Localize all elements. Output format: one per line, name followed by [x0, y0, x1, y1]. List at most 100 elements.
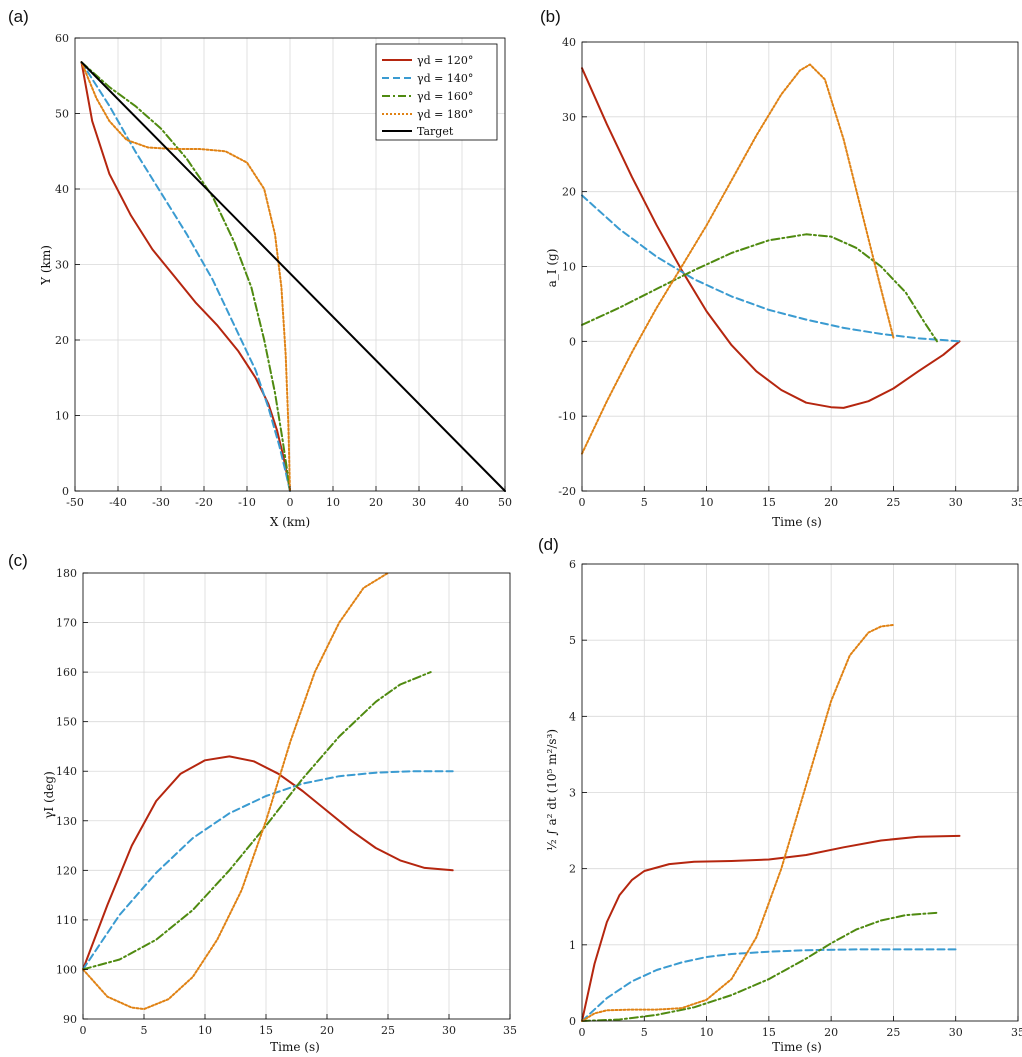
series-line-g160	[82, 671, 432, 971]
y-tick-label: 2	[569, 863, 576, 876]
panel-b-xticks: 0 5 10 15 20 25 30 35	[579, 486, 1022, 509]
y-tick-label: -10	[558, 410, 576, 423]
series-line-g120	[581, 67, 961, 409]
panel-c-yticks: 90 100 110 120 130 140 150 160 170 180	[56, 567, 88, 1026]
y-tick-label: 6	[569, 558, 576, 571]
x-tick-label: 0	[579, 1026, 586, 1039]
x-tick-label: 0	[80, 1024, 87, 1037]
y-tick-label: 60	[55, 32, 69, 45]
y-tick-label: 100	[56, 963, 77, 976]
x-tick-label: 10	[700, 496, 714, 509]
x-tick-label: 10	[198, 1024, 212, 1037]
y-tick-label: 140	[56, 765, 77, 778]
panel-label-d: (d)	[538, 535, 559, 554]
x-tick-label: 10	[326, 496, 340, 509]
panel-c-xlabel: Time (s)	[270, 1040, 320, 1054]
y-tick-label: 160	[56, 666, 77, 679]
x-tick-label: -50	[66, 496, 84, 509]
series-line-g180	[82, 572, 389, 1011]
panel-label-a: (a)	[8, 7, 29, 26]
panel-c-grid	[82, 572, 511, 1020]
x-tick-label: 0	[287, 496, 294, 509]
legend-entry-target: Target	[417, 125, 454, 138]
panel-d-series	[581, 623, 961, 1022]
y-tick-label: 120	[56, 864, 77, 877]
y-tick-label: 20	[562, 186, 576, 199]
panel-d-yticks: 0 1 2 3 4 5 6	[569, 558, 587, 1028]
panel-c-xticks: 0 5 10 15 20 25 30 35	[80, 1014, 517, 1037]
x-tick-label: 20	[824, 1026, 838, 1039]
y-tick-label: 4	[569, 710, 576, 723]
panel-b-grid	[581, 41, 1019, 492]
panel-label-b: (b)	[540, 7, 561, 26]
x-tick-label: 40	[455, 496, 469, 509]
panel-a-xticks: -50 -40 -30 -20 -10 0 10 20 30 40 50	[66, 486, 512, 509]
x-tick-label: 35	[1011, 1026, 1022, 1039]
y-tick-label: 90	[63, 1013, 77, 1026]
x-tick-label: 15	[259, 1024, 273, 1037]
series-line-g140	[581, 194, 961, 343]
legend-entry-140: γd = 140°	[417, 72, 473, 85]
y-tick-label: -20	[558, 485, 576, 498]
y-tick-label: 3	[569, 787, 576, 800]
y-tick-label: 0	[62, 485, 69, 498]
legend-entry-160: γd = 160°	[417, 90, 473, 103]
panel-c-series	[82, 572, 454, 1011]
panel-a-yticks: 0 10 20 30 40 50 60	[55, 32, 80, 498]
panel-d-xlabel: Time (s)	[772, 1040, 822, 1054]
series-line-g140	[581, 948, 961, 1022]
series-line-g120	[80, 61, 291, 492]
y-tick-label: 170	[56, 617, 77, 630]
x-tick-label: 0	[579, 496, 586, 509]
x-tick-label: -30	[152, 496, 170, 509]
y-tick-label: 40	[562, 36, 576, 49]
x-tick-label: 25	[886, 496, 900, 509]
panel-d-ylabel: ½ ∫ a² dt (10⁵ m²/s³)	[545, 729, 559, 851]
legend-entry-120: γd = 120°	[417, 54, 473, 67]
x-tick-label: 30	[949, 1026, 963, 1039]
x-tick-label: 20	[320, 1024, 334, 1037]
panel-c-frame	[82, 572, 511, 1020]
panel-b-series	[581, 63, 961, 455]
y-tick-label: 0	[569, 1015, 576, 1028]
panel-a-series	[80, 61, 506, 492]
series-line-g160	[80, 61, 291, 492]
y-tick-label: 180	[56, 567, 77, 580]
series-line-target	[80, 61, 506, 492]
series-line-g140	[82, 770, 454, 971]
y-tick-label: 40	[55, 183, 69, 196]
y-tick-label: 150	[56, 716, 77, 729]
panel-a-ylabel: Y (km)	[39, 245, 53, 286]
x-tick-label: -40	[109, 496, 127, 509]
legend-entry-180: γd = 180°	[417, 108, 473, 121]
x-tick-label: 5	[641, 496, 648, 509]
x-tick-label: 15	[762, 1026, 776, 1039]
y-tick-label: 10	[562, 261, 576, 274]
x-tick-label: 30	[412, 496, 426, 509]
x-tick-label: 10	[700, 1026, 714, 1039]
panel-d-xticks: 0 5 10 15 20 25 30 35	[579, 1016, 1022, 1039]
series-line-g180	[581, 63, 895, 455]
panel-d: (d) 0 5 10 15 20 25 30 35 0 1 2 3 4 5 6 Time (s) ½ ∫ …	[538, 535, 1022, 1054]
y-tick-label: 5	[569, 634, 576, 647]
panel-b-ylabel: a_I (g)	[545, 249, 559, 288]
panel-a-legend: γd = 120° γd = 140° γd = 160° γd = 180° …	[375, 43, 498, 141]
series-line-g180	[581, 623, 895, 1022]
x-tick-label: 50	[498, 496, 512, 509]
x-tick-label: 5	[641, 1026, 648, 1039]
y-tick-label: 30	[562, 111, 576, 124]
series-line-g180	[80, 61, 291, 492]
series-line-g120	[581, 834, 961, 1022]
x-tick-label: 25	[381, 1024, 395, 1037]
panel-a: (a) -50 -40 -30 -20 -10 0 10 20 30 40 50 0 10 20 30 40…	[8, 7, 512, 529]
x-tick-label: 20	[369, 496, 383, 509]
panel-b: (b) 0 5 10 15 20 25 30 35 -20 -10 0 10 20 30 40 Time …	[540, 7, 1022, 529]
x-tick-label: 30	[949, 496, 963, 509]
x-tick-label: -10	[238, 496, 256, 509]
panel-d-grid	[581, 563, 1019, 1022]
x-tick-label: 35	[1011, 496, 1022, 509]
y-tick-label: 20	[55, 334, 69, 347]
x-tick-label: 30	[442, 1024, 456, 1037]
x-tick-label: 25	[886, 1026, 900, 1039]
